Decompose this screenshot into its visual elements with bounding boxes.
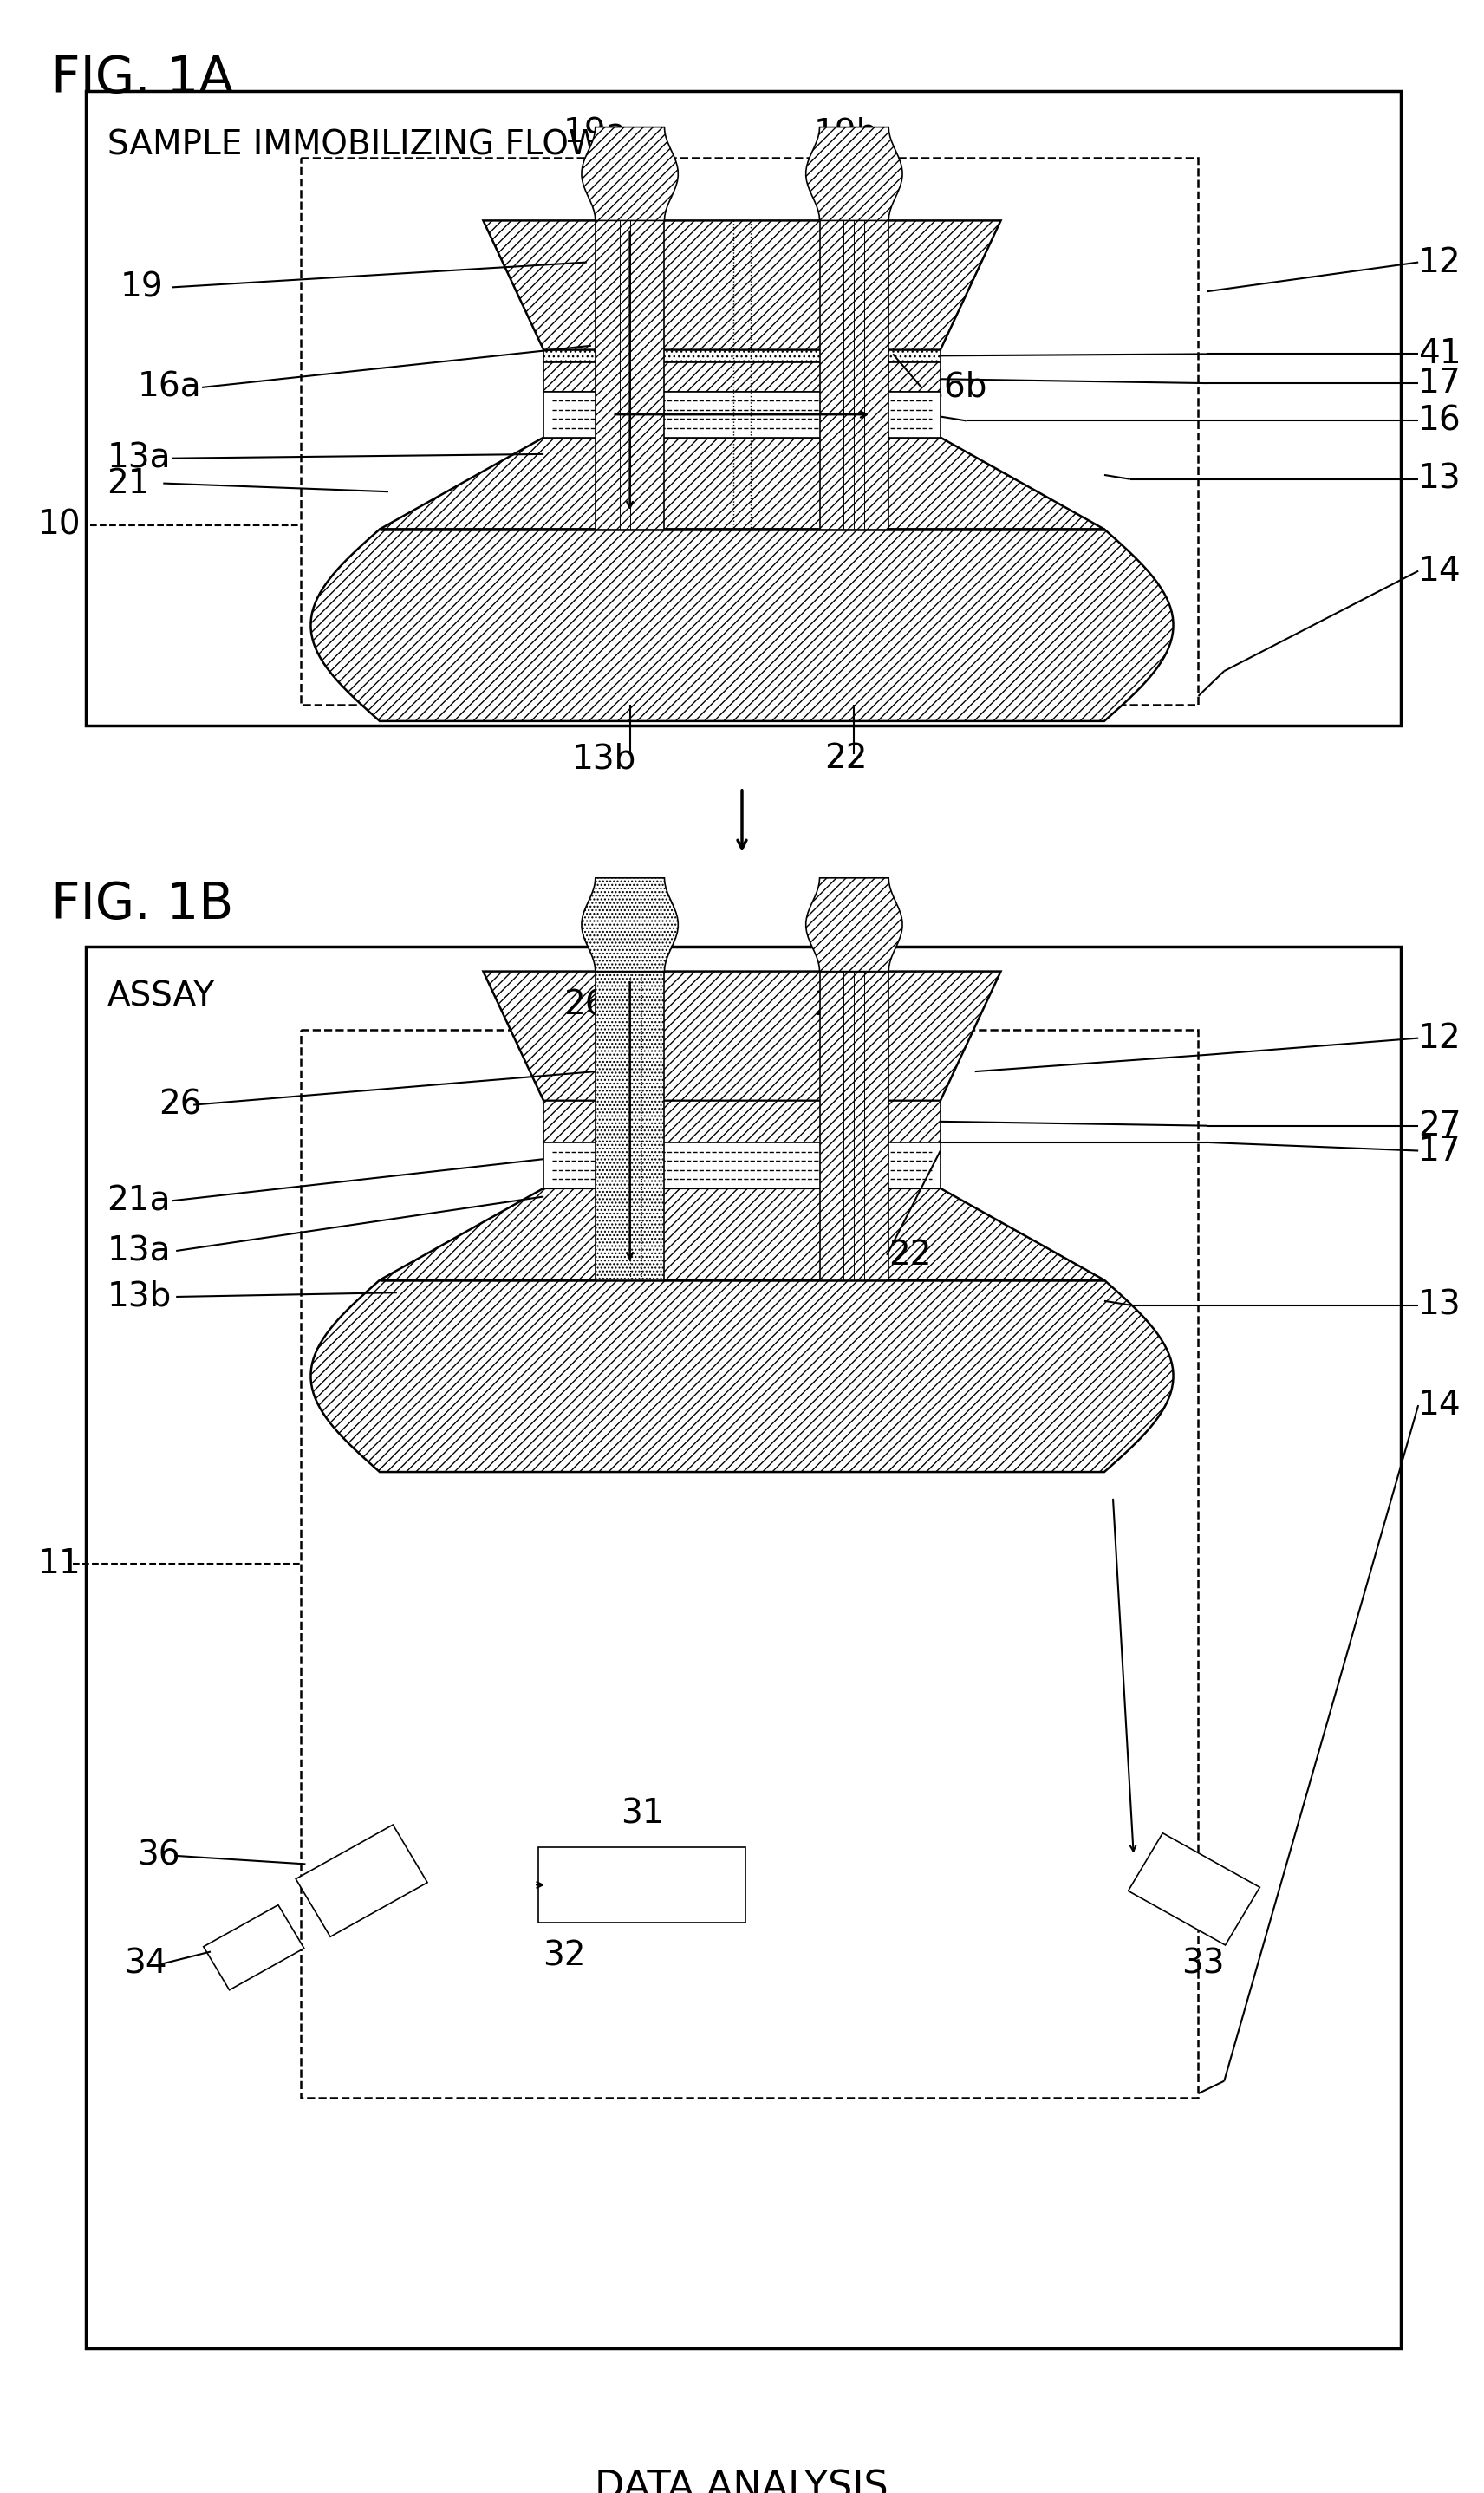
Bar (595, 972, 665, 1279)
Text: 13a: 13a (107, 1234, 171, 1266)
Polygon shape (380, 436, 1104, 529)
Text: 19: 19 (120, 272, 163, 304)
Text: 17: 17 (1419, 1134, 1462, 1167)
Text: 16a: 16a (138, 371, 202, 404)
Text: 11: 11 (39, 1548, 82, 1581)
Polygon shape (310, 529, 1174, 720)
Text: 22: 22 (824, 743, 867, 775)
Bar (301, 1030, 1198, 2097)
Bar (819, 972, 889, 1279)
Polygon shape (295, 1825, 427, 1937)
Text: 19a: 19a (564, 117, 628, 150)
Text: FIG. 1B: FIG. 1B (50, 880, 233, 930)
Bar (301, 157, 1198, 706)
Text: 14: 14 (1419, 1389, 1462, 1421)
Text: SAMPLE IMMOBILIZING FLOW: SAMPLE IMMOBILIZING FLOW (107, 130, 601, 162)
Bar (595, 219, 665, 529)
Bar (543, 1102, 941, 1142)
Text: 21: 21 (107, 466, 150, 499)
Text: 21a: 21a (107, 1184, 171, 1217)
Text: 13: 13 (1419, 464, 1462, 496)
Text: FIG. 1A: FIG. 1A (50, 55, 233, 102)
Text: 14: 14 (1419, 553, 1462, 588)
Bar (539, 1847, 745, 1922)
Polygon shape (203, 1905, 304, 1989)
Polygon shape (310, 1279, 1174, 1471)
Text: 12: 12 (1419, 1022, 1462, 1055)
Bar (86, 92, 1401, 725)
Bar (543, 349, 941, 361)
Text: 32: 32 (543, 1940, 586, 1972)
Bar (401, 2441, 1082, 2493)
Text: 27: 27 (1419, 1109, 1462, 1142)
Polygon shape (484, 972, 1000, 1102)
Text: 34: 34 (125, 1947, 168, 1979)
Text: 31: 31 (620, 1797, 663, 1830)
Polygon shape (380, 1189, 1104, 1279)
Polygon shape (582, 127, 678, 219)
Polygon shape (806, 878, 902, 972)
Bar (543, 391, 941, 436)
Text: 36: 36 (138, 1840, 181, 1872)
Text: 26a: 26a (564, 990, 628, 1022)
Bar (543, 361, 941, 391)
Text: 33: 33 (1181, 1947, 1224, 1979)
Polygon shape (484, 219, 1000, 349)
Text: 41: 41 (1419, 337, 1462, 371)
Text: 12: 12 (1419, 247, 1462, 279)
Text: 22: 22 (889, 1239, 932, 1271)
Text: 13a: 13a (107, 441, 171, 474)
Text: 26b: 26b (813, 990, 877, 1022)
Text: 16: 16 (1419, 404, 1462, 436)
Polygon shape (1128, 1832, 1260, 1945)
Bar (543, 1142, 941, 1189)
Text: 17: 17 (1419, 366, 1462, 399)
Text: 10: 10 (39, 509, 82, 541)
Text: 16b: 16b (923, 371, 988, 404)
Bar (819, 219, 889, 529)
Text: 13b: 13b (571, 743, 637, 775)
Text: ASSAY: ASSAY (107, 980, 215, 1012)
Bar (86, 947, 1401, 2348)
Text: DATA ANALYSIS: DATA ANALYSIS (594, 2468, 887, 2493)
Polygon shape (582, 878, 678, 972)
Text: 13b: 13b (107, 1281, 172, 1314)
Text: 19b: 19b (813, 117, 877, 150)
Text: 26: 26 (159, 1089, 202, 1122)
Text: 13: 13 (1419, 1289, 1462, 1321)
Polygon shape (806, 127, 902, 219)
